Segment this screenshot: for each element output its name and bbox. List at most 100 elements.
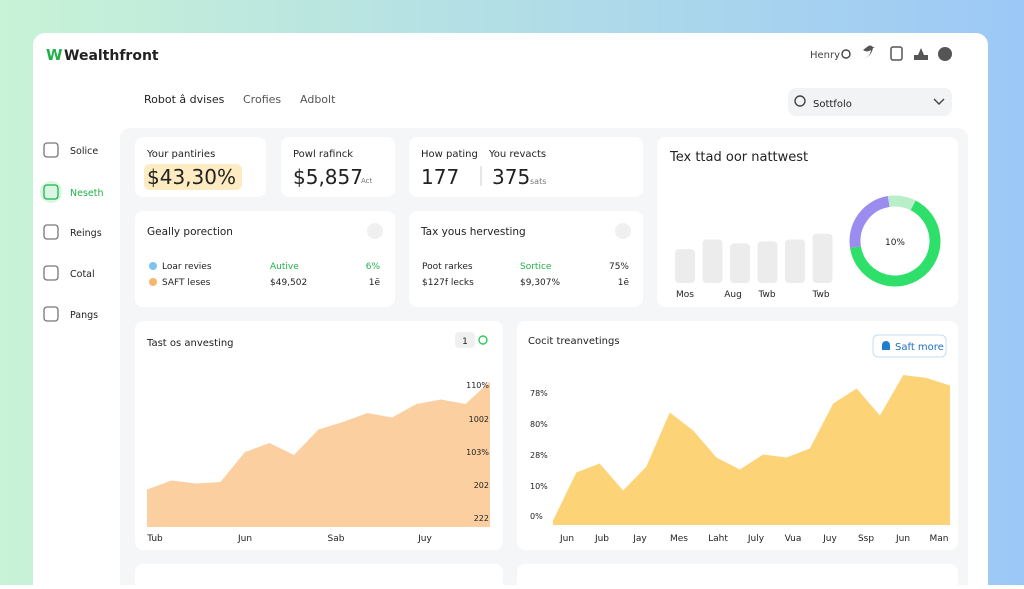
stat-label: Powl rafinck [293,149,353,160]
row-value: 1ē [618,278,630,288]
nav-icon [43,224,59,240]
y-label: 0% [530,512,543,521]
x-label: Mes [670,534,688,544]
row-name: $127f lecks [422,278,474,288]
card [281,137,395,197]
x-label: Juy [822,534,837,544]
twitter-icon[interactable] [863,45,875,59]
nav-icon-bg [40,181,62,203]
donut-segment [887,195,916,211]
row-status: Autive [270,262,299,272]
nav-icon [43,265,59,281]
nav-tab[interactable]: Robot â dvises [144,93,225,106]
user-name[interactable]: Henry [810,50,840,61]
x-label: Laht [708,534,728,544]
y-label: 80% [530,420,548,429]
x-label: Vua [785,534,802,544]
toggle-label[interactable]: 1 [462,337,468,347]
x-label: Jub [594,534,609,544]
search-text[interactable]: Sottfolo [813,99,852,110]
info-icon[interactable] [938,47,952,61]
x-label: July [747,534,765,544]
y-label: 222 [474,514,489,523]
nav-icon [43,306,59,322]
y-label: 10% [530,482,548,491]
y-label: 202 [474,481,489,490]
x-label: Jun [895,534,910,544]
bar [785,239,805,283]
x-label: Jun [559,534,574,544]
dynamic: Solice Neseth Reings Cotal Pangs Geally porec… [40,142,950,544]
nav-item[interactable]: Solice [70,146,98,157]
area [553,375,950,525]
row-name: Loar revies [162,262,212,272]
bar [730,243,750,283]
link-icon [367,223,383,239]
row-value: 75% [609,262,629,272]
card [409,137,643,197]
highlight [144,164,242,190]
nav-item[interactable]: Neseth [70,188,104,199]
nav-icon [43,142,59,158]
row-name: SAFT leses [162,278,211,288]
button-label[interactable]: Saft more [895,342,944,353]
donut-label: 10% [885,238,905,248]
row-status: $49,502 [270,278,307,288]
area [147,381,490,527]
upload-icon[interactable] [914,48,928,60]
stat-value: 375 [492,165,530,189]
stat-value: $5,857 [293,165,363,189]
nav-item[interactable]: Cotal [70,269,95,280]
button-icon[interactable] [882,341,890,350]
card-title: Tast os anvesting [146,338,234,349]
y-label: 103% [466,448,489,457]
stat-label: You revacts [488,149,546,160]
search-box[interactable] [788,88,952,116]
logo: W [46,46,63,64]
bar [812,233,833,283]
stat-unit: sats [530,177,546,186]
toggle[interactable] [455,332,475,348]
x-label: Jun [237,534,252,544]
nav-item[interactable]: Pangs [70,310,98,321]
donut-segment [850,200,941,287]
row-status: $9,307% [520,278,560,288]
x-label: Tub [146,534,163,544]
bar [675,249,695,283]
x-label: Jay [632,534,647,544]
bar [702,239,723,283]
stat-label: Your pantiries [146,149,215,160]
card [517,564,958,589]
row-value: 6% [366,262,381,272]
nav-icon [43,184,59,200]
search-icon [794,95,806,107]
nav-tab[interactable]: Crofies [243,93,281,106]
link-icon [615,223,631,239]
y-label: 78% [530,389,548,398]
bar-label: Mos [676,290,694,300]
card-title: Geally porection [147,226,233,238]
card-title: Cocit treanvetings [528,336,620,347]
row-name: Poot rarkes [422,262,473,272]
status-icon[interactable] [478,335,488,345]
nav-tab[interactable]: Adbolt [300,93,336,106]
stat-value: $43,30% [147,165,236,189]
legend-dot [149,278,157,286]
y-label: 28% [530,451,548,460]
bar-label: Aug [724,290,742,300]
x-label: Man [930,534,949,544]
card [409,211,643,307]
search-icon[interactable] [841,49,851,59]
button[interactable] [872,334,947,358]
nav-item[interactable]: Reings [70,228,102,239]
x-label: Sab [328,534,345,544]
doc-icon[interactable] [890,46,903,61]
row-status: Sortice [520,262,552,272]
chevron [933,98,945,105]
bar-label: Twb [757,290,775,300]
card-title: Tax yous hervesting [420,226,526,238]
stat-value: 177 [421,165,459,189]
card-title: Tex ttad oor nattwest [669,150,808,165]
